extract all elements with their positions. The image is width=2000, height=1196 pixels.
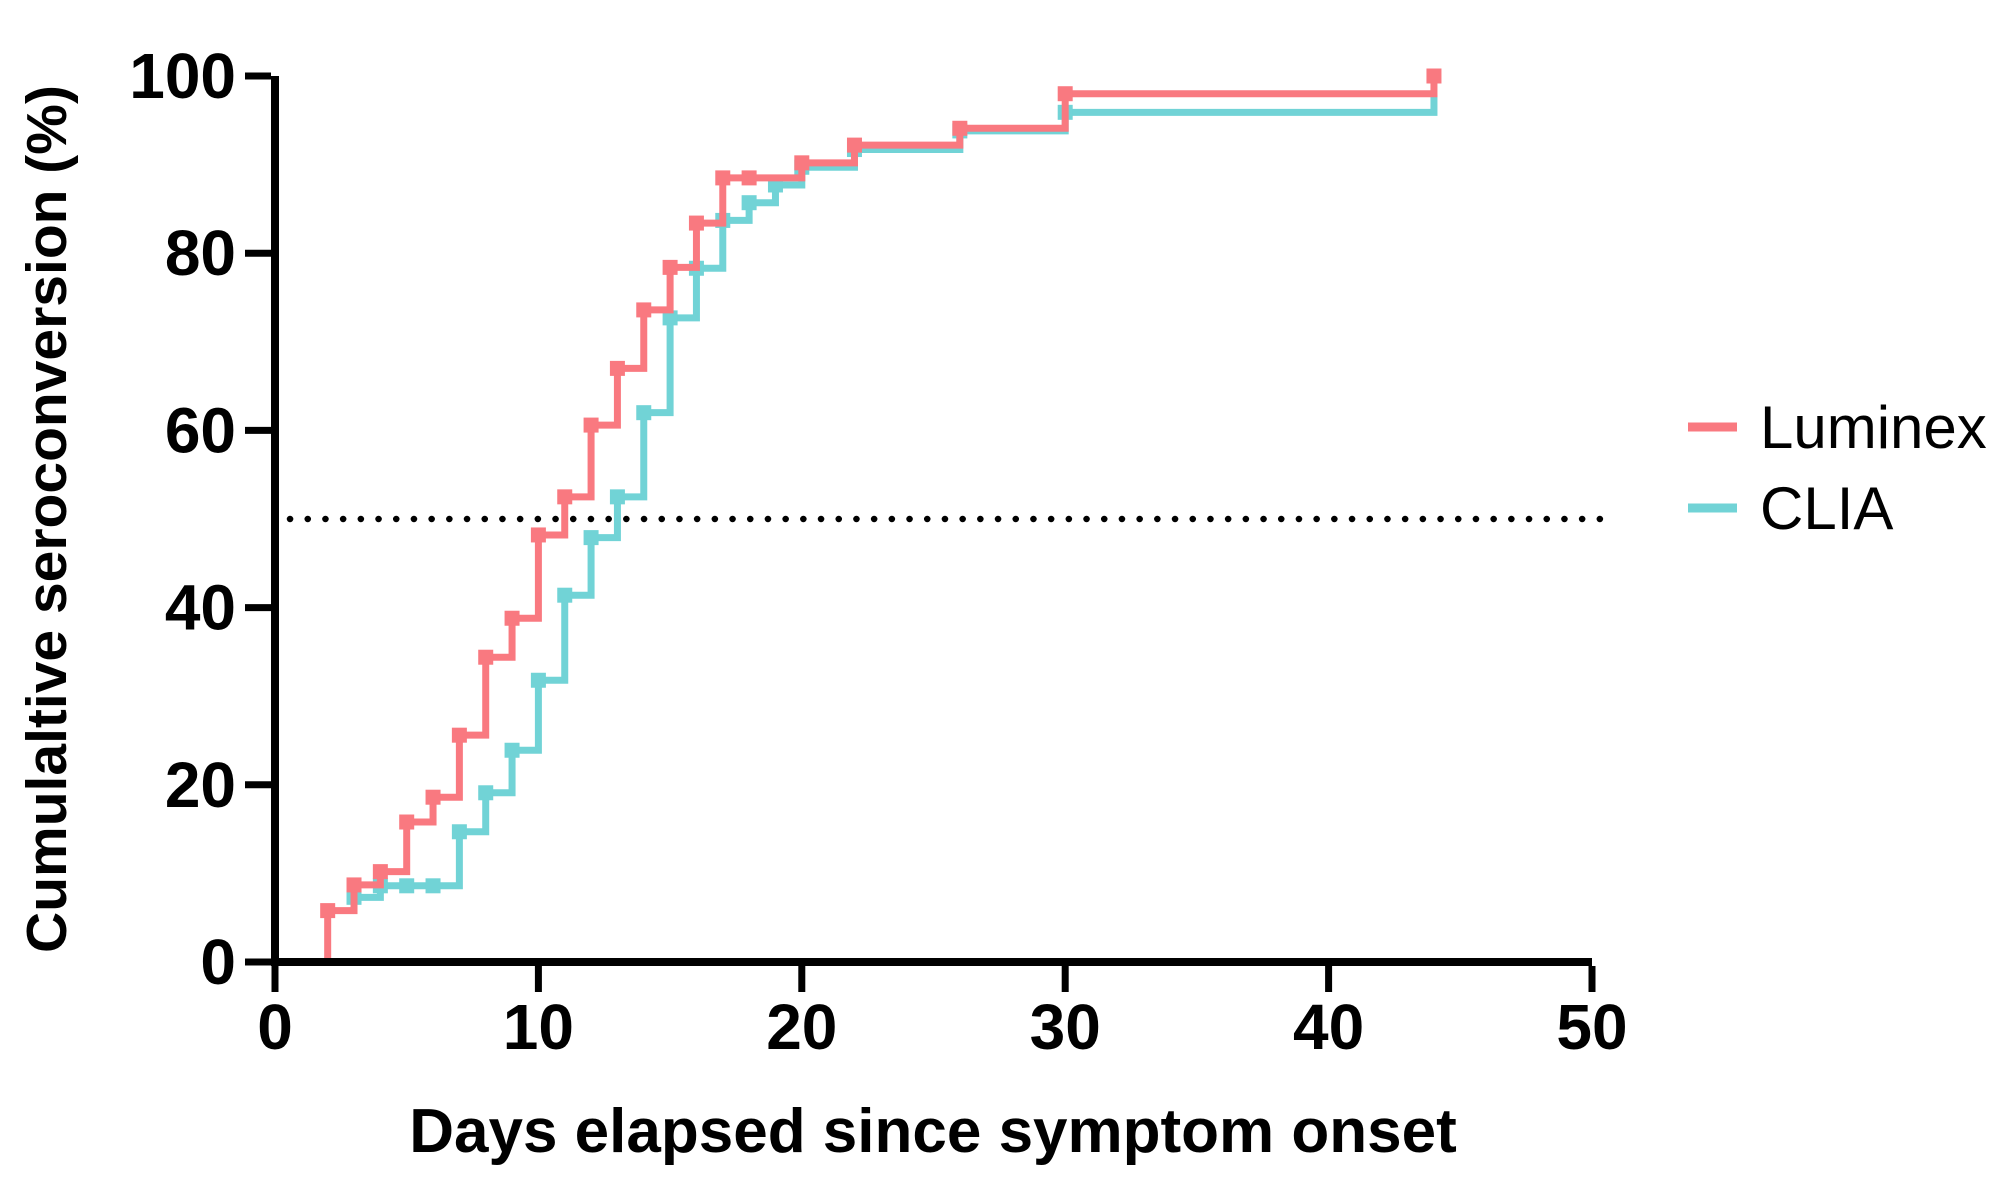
series-marker-luminex xyxy=(346,877,362,893)
series-marker-clia xyxy=(557,587,573,603)
y-tick-label: 0 xyxy=(200,926,236,998)
legend-label-luminex: Luminex xyxy=(1760,394,1987,461)
series-marker-luminex xyxy=(478,649,494,665)
series-marker-luminex xyxy=(1057,86,1073,102)
series-marker-luminex xyxy=(846,137,862,153)
y-tick-label: 40 xyxy=(165,572,236,644)
series-marker-luminex xyxy=(609,360,625,376)
series-marker-clia xyxy=(451,824,467,840)
series-marker-luminex xyxy=(372,864,388,880)
series-marker-clia xyxy=(636,405,652,421)
series-marker-clia xyxy=(478,785,494,801)
series-marker-luminex xyxy=(794,155,810,171)
series-marker-clia xyxy=(425,878,441,894)
x-tick-label: 10 xyxy=(503,991,574,1063)
chart-generated-layer: 0 10 20 30 40 50 0 20 40 60 80 100 xyxy=(129,40,1627,1063)
series-marker-luminex xyxy=(425,789,441,805)
series-marker-clia xyxy=(741,195,757,211)
series-marker-clia xyxy=(399,878,415,894)
series-marker-luminex xyxy=(662,259,678,275)
series-marker-luminex xyxy=(715,170,731,186)
series-marker-luminex xyxy=(636,302,652,318)
x-tick-label: 0 xyxy=(257,991,293,1063)
series-marker-luminex xyxy=(952,120,968,136)
legend-label-clia: CLIA xyxy=(1760,475,1893,542)
series-marker-luminex xyxy=(557,489,573,505)
x-tick-label: 20 xyxy=(766,991,837,1063)
y-tick-label: 20 xyxy=(165,749,236,821)
legend: Luminex CLIA xyxy=(1688,394,1987,542)
series-marker-clia xyxy=(504,742,520,758)
series-marker-clia xyxy=(583,530,599,546)
y-tick-label: 100 xyxy=(129,40,236,112)
series-marker-clia xyxy=(609,489,625,505)
x-tick-label: 40 xyxy=(1293,991,1364,1063)
x-tick-label: 50 xyxy=(1556,991,1627,1063)
series-marker-luminex xyxy=(583,417,599,433)
series-marker-clia xyxy=(530,672,546,688)
y-axis-title: Cumulaltive seroconversion (%) xyxy=(15,85,79,953)
series-marker-luminex xyxy=(1426,68,1442,84)
series-line-clia xyxy=(354,94,1438,901)
series-marker-luminex xyxy=(688,215,704,231)
y-tick-label: 60 xyxy=(165,394,236,466)
series-marker-luminex xyxy=(741,170,757,186)
series-marker-clia xyxy=(662,310,678,326)
y-tick-label: 80 xyxy=(165,217,236,289)
series-marker-luminex xyxy=(530,527,546,543)
x-tick-label: 30 xyxy=(1030,991,1101,1063)
series-marker-luminex xyxy=(504,610,520,626)
x-axis-title: Days elapsed since symptom onset xyxy=(409,1097,1457,1166)
series-marker-luminex xyxy=(451,727,467,743)
series-marker-luminex xyxy=(399,814,415,830)
series-marker-luminex xyxy=(320,903,336,919)
series-line-luminex xyxy=(275,76,1438,966)
